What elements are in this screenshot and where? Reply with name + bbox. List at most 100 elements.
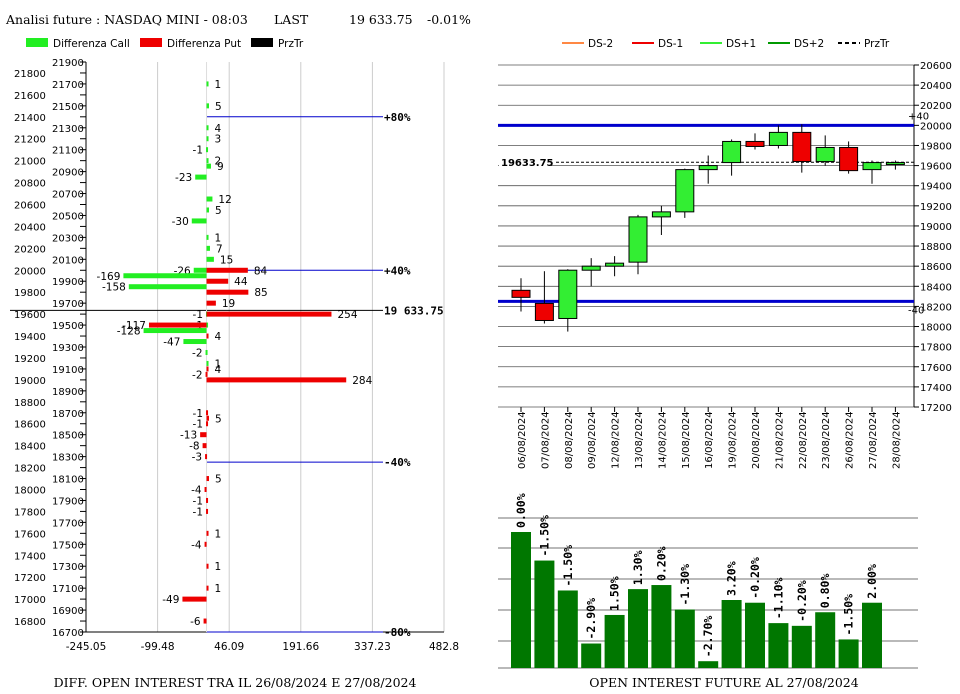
put-bar [206, 278, 229, 284]
y-tick-label: 18100 [52, 475, 84, 486]
candle-body [885, 162, 905, 166]
x-tick-label: 14/08/2024 [657, 411, 668, 469]
y-tick-label: 21900 [52, 58, 84, 69]
candle-body [792, 131, 812, 163]
oi-bar [581, 643, 602, 668]
y-tick-label: 18400 [14, 442, 46, 453]
open-interest-chart: 0.00% -1.50% -1.50% -2.90% 1.50% 1.30% 0.20% -1… [498, 493, 918, 669]
put-bar [204, 541, 207, 547]
level-label: -80% [384, 626, 411, 639]
bar-value-label: 284 [352, 375, 372, 387]
bar-value-label: -4 [191, 539, 202, 551]
x-tick-label: 08/08/2024 [564, 411, 575, 469]
y-tick-label: 21300 [52, 124, 84, 135]
y-tick-label: 19200 [920, 202, 952, 213]
bar-value-label: -6 [190, 616, 201, 628]
put-bar [206, 300, 216, 306]
bar-value-label: 5 [215, 413, 222, 425]
level-label: +80% [384, 111, 411, 124]
candle-body [745, 140, 765, 147]
put-bar [200, 432, 207, 438]
x-tick-label: -99.48 [141, 641, 175, 653]
right-caption: OPEN INTEREST FUTURE AL 27/08/2024 [589, 675, 858, 690]
y-tick-label: 20600 [920, 61, 952, 72]
call-bar [206, 322, 209, 328]
bar-value-label: -49 [162, 594, 179, 606]
bar-value-label: 1 [215, 358, 222, 370]
x-tick-label: -245.05 [66, 641, 107, 653]
candle-body [605, 262, 625, 267]
bar-value-label: -1 [193, 419, 203, 431]
call-bar [206, 158, 209, 164]
oi-bar-label: 1.30% [631, 550, 645, 585]
oi-bar [745, 602, 765, 668]
bar-value-label: -23 [175, 172, 192, 184]
candle-body [675, 169, 695, 213]
candle-body [651, 211, 671, 218]
y-tick-label: 20600 [14, 201, 46, 212]
call-bar [206, 125, 209, 131]
last-label: LAST [274, 12, 309, 27]
bar-value-label: -128 [117, 326, 141, 338]
y-tick-label: 19700 [52, 299, 84, 310]
call-bar [206, 147, 209, 153]
bar-value-label: 254 [337, 309, 357, 321]
oi-bar [534, 560, 555, 668]
y-tick-label: 18700 [52, 409, 84, 420]
oi-bar-label: -1.50% [537, 515, 551, 557]
oi-bar [838, 639, 859, 668]
y-tick-label: 20300 [52, 233, 84, 244]
call-bar [205, 349, 208, 355]
y-tick-label: 21800 [14, 69, 46, 80]
x-tick-label: 09/08/2024 [587, 411, 598, 469]
x-tick-label: 28/08/2024 [891, 411, 902, 469]
y-tick-label: 20400 [920, 81, 952, 92]
bar-value-label: 1 [215, 79, 222, 91]
y-tick-label: 20100 [52, 255, 84, 266]
y-tick-label: 17300 [52, 562, 84, 573]
call-bar [206, 196, 213, 202]
call-bar [206, 245, 210, 251]
call-bar [195, 174, 207, 180]
bar-value-label: -2 [192, 347, 202, 359]
call-bar [128, 284, 207, 290]
x-tick-label: 22/08/2024 [798, 411, 809, 469]
x-tick-label: 19/08/2024 [728, 411, 739, 469]
oi-bar-label: -1.50% [561, 545, 575, 587]
y-tick-label: 19400 [920, 182, 952, 193]
y-tick-label: 19000 [920, 222, 952, 233]
put-bar [182, 596, 207, 602]
y-tick-label: 20200 [920, 101, 952, 112]
oi-bar-label: -2.70% [701, 616, 715, 658]
bar-value-label: -13 [180, 430, 197, 442]
bar-value-label: 1 [215, 232, 222, 244]
oi-difference-chart: Differenza Call Differenza Put PrzTr -245.0… [10, 38, 459, 653]
call-bar [183, 339, 207, 345]
put-bar [206, 530, 209, 536]
put-bar [206, 333, 209, 339]
candle-body [628, 216, 648, 263]
put-bar [206, 377, 347, 383]
bar-value-label: -117 [122, 320, 146, 332]
y-tick-label: 18800 [920, 242, 952, 253]
call-bar [206, 256, 214, 262]
oi-bar [768, 623, 789, 668]
x-tick-label: 20/08/2024 [751, 411, 762, 469]
y-tick-label: 20400 [14, 222, 46, 233]
header-bar: Analisi future : NASDAQ MINI - 08:03 LAS… [0, 0, 960, 30]
candle-body [839, 146, 859, 172]
x-tick-label: 46.09 [214, 641, 244, 653]
call-bar [206, 163, 211, 169]
legend-swatch-2 [140, 38, 162, 47]
bar-value-label: -4 [191, 485, 202, 497]
call-bar [206, 360, 209, 366]
y-tick-label: 17600 [14, 529, 46, 540]
bar-value-label: 3 [215, 134, 222, 146]
last-value: 19 633.75 [349, 12, 413, 27]
call-bar [206, 81, 209, 87]
call-bar [143, 328, 207, 334]
page-title: Analisi future : NASDAQ MINI - 08:03 [6, 12, 248, 27]
y-tick-label: 19100 [52, 365, 84, 376]
oi-bar-label: -1.50% [842, 594, 856, 636]
level-label: +40 [908, 111, 929, 122]
